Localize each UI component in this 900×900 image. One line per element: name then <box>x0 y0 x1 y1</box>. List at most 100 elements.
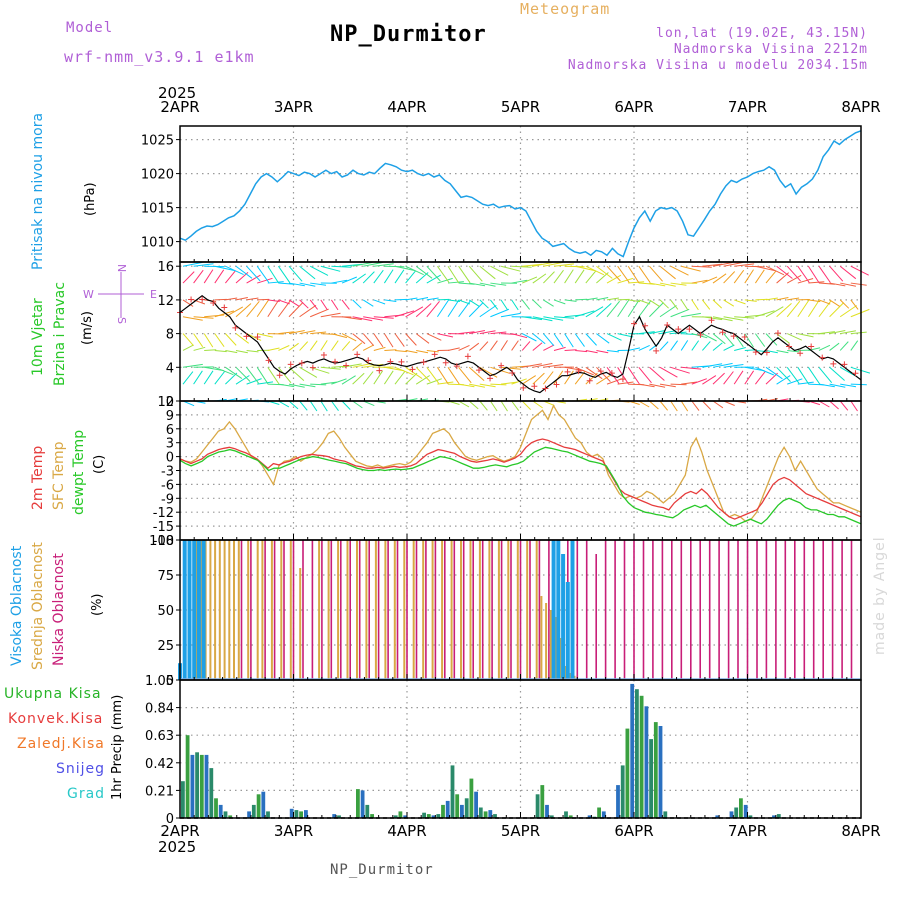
precip-bar <box>739 798 743 818</box>
wind-arrow <box>288 330 305 335</box>
wind-arrow <box>352 316 373 322</box>
wind-arrow <box>829 265 844 282</box>
wind-arrow <box>808 299 821 303</box>
wind-arrow <box>320 400 328 412</box>
wind-arrow <box>214 298 227 301</box>
wind-arrow <box>447 367 460 385</box>
wind-arrow <box>320 366 341 370</box>
wind-gust-marker <box>199 296 206 303</box>
wind-arrow <box>691 340 700 351</box>
cloud-bar-low <box>614 540 616 680</box>
wind-arrow <box>468 400 479 410</box>
cloud-bar-mid <box>256 540 259 680</box>
wind-gust-marker <box>243 333 250 340</box>
wind-arrow <box>553 269 564 284</box>
cloud-bar-mid <box>228 540 231 680</box>
wind-arrow <box>553 333 564 348</box>
wind-arrow <box>596 265 613 279</box>
wind-arrow <box>309 265 329 276</box>
precip-bar <box>431 815 436 818</box>
wind-arrow <box>246 378 262 385</box>
wind-arrow <box>479 400 488 411</box>
wind-arrow <box>765 306 784 318</box>
wind-arrow <box>182 271 195 284</box>
wind-gust-marker <box>420 359 427 366</box>
wind-arrow <box>522 276 538 284</box>
wind-arrow <box>670 400 678 412</box>
wind-arrow <box>596 366 611 382</box>
precip-bar <box>370 814 374 818</box>
y-tick-label: 1010 <box>141 236 174 251</box>
wind-arrow <box>490 366 510 374</box>
wind-arrow <box>733 269 745 284</box>
wind-arrow <box>490 265 509 276</box>
y-tick-label: 0 <box>166 674 174 689</box>
cloud-bar-low <box>822 540 824 680</box>
wind-arrow <box>341 333 357 342</box>
wind-arrow <box>288 342 299 351</box>
wind-arrow <box>617 298 630 301</box>
wind-arrow <box>299 265 316 280</box>
cloud-bar-low <box>292 540 295 680</box>
wind-arrow <box>256 265 270 283</box>
wind-arrow <box>765 270 777 284</box>
precip-bar <box>360 790 365 818</box>
wind-arrow <box>702 263 723 267</box>
cloud-bar-low <box>548 540 550 680</box>
wind-gust-marker <box>819 354 826 361</box>
wind-arrow <box>489 400 498 412</box>
cloud-bar-mid <box>507 540 510 680</box>
wind-arrow <box>373 316 394 319</box>
wind-arrow <box>479 330 496 335</box>
wind-arrow <box>786 265 801 282</box>
precip-bar <box>365 804 370 818</box>
cloud-bar-low <box>746 540 749 680</box>
wind-arrow <box>299 299 309 309</box>
wind-arrow <box>235 265 253 279</box>
wind-gust-marker <box>487 375 494 382</box>
wind-arrow <box>744 299 757 302</box>
wind-arrow <box>415 375 430 385</box>
precip-bar <box>653 722 658 818</box>
wind-gust-marker <box>464 353 471 360</box>
wind-arrow <box>850 383 867 386</box>
cloud-bar-mid <box>374 540 377 680</box>
precip-bar <box>549 815 554 818</box>
wind-arrow <box>384 299 397 302</box>
wind-arrow <box>585 349 598 354</box>
wind-arrow <box>225 333 237 346</box>
wind-gust-marker <box>287 361 294 368</box>
wind-arrow <box>384 349 397 351</box>
wind-arrow <box>235 303 252 318</box>
wind-arrow <box>543 364 564 368</box>
cloud-bar-low <box>576 540 579 680</box>
wind-arrow <box>288 282 305 287</box>
wind-arrow <box>383 370 394 385</box>
wind-arrow <box>437 333 454 338</box>
wind-arrow <box>426 378 442 385</box>
wind-arrow <box>670 340 679 351</box>
wind-arrow <box>182 344 194 351</box>
wind-arrow <box>744 333 754 348</box>
wind-arrow <box>755 265 776 272</box>
wind-arrow <box>754 333 766 347</box>
cloud-bar-mid <box>460 540 462 680</box>
wind-arrow <box>723 299 735 307</box>
wind-arrow <box>447 281 464 284</box>
precip-bar <box>398 811 403 818</box>
wind-arrow <box>850 331 867 335</box>
cloud-bar-low <box>250 540 252 680</box>
wind-arrow <box>257 381 274 385</box>
wind-arrow <box>394 269 405 284</box>
wind-arrow <box>500 366 521 370</box>
wind-arrow <box>458 299 471 305</box>
wind-arrow <box>585 270 597 284</box>
wind-arrow <box>331 333 348 339</box>
wind-gust-marker <box>320 352 327 359</box>
wind-arrow <box>437 381 454 385</box>
cloud-bar-low <box>529 540 531 680</box>
wind-arrow <box>309 400 318 412</box>
cloud-bar-low <box>803 540 806 680</box>
wind-gust-marker <box>210 300 217 307</box>
wind-arrow <box>776 265 793 279</box>
